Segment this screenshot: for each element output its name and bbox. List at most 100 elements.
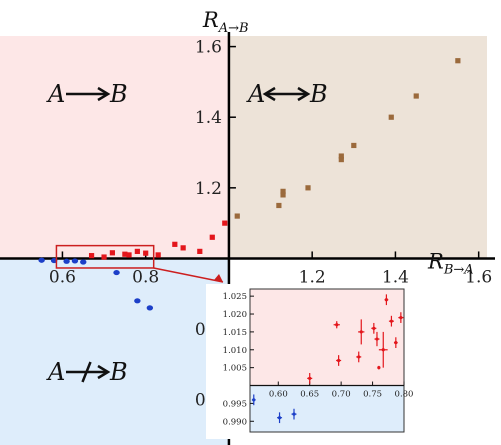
inset-x-tick-label: 0.60 bbox=[269, 390, 288, 400]
zoom-region-box bbox=[55, 244, 155, 269]
inset-x-tick-label: 0.75 bbox=[363, 390, 382, 400]
inset-data-point bbox=[307, 373, 313, 384]
data-point bbox=[413, 93, 419, 99]
inset-data-point bbox=[374, 331, 380, 347]
region-label-b: B bbox=[109, 80, 128, 108]
data-point bbox=[113, 269, 120, 276]
inset-data-point bbox=[277, 412, 283, 424]
data-point bbox=[109, 250, 115, 256]
region-label-b: B bbox=[109, 358, 128, 386]
y-axis-label: RA→B bbox=[202, 8, 249, 36]
x-axis-label-subscript: B→A bbox=[443, 262, 474, 277]
inset-data-point bbox=[371, 322, 377, 334]
inset-point-marker bbox=[337, 358, 341, 363]
y-tick-label: 1.2 bbox=[195, 179, 222, 199]
inset-point-marker bbox=[372, 326, 376, 330]
x-tick-label: 0.6 bbox=[49, 267, 76, 287]
data-point bbox=[71, 258, 79, 264]
inset-x-tick-label: 0.65 bbox=[300, 390, 319, 400]
data-point bbox=[80, 259, 87, 265]
inset-y-tick-label: 1.015 bbox=[223, 328, 247, 338]
inset-point-marker bbox=[399, 316, 403, 320]
data-point bbox=[63, 258, 70, 264]
inset-data-point bbox=[333, 321, 340, 329]
data-point bbox=[305, 185, 311, 191]
data-point bbox=[180, 245, 186, 251]
inset-data-point bbox=[378, 331, 388, 368]
inset-data-point bbox=[291, 408, 297, 420]
data-point bbox=[338, 156, 344, 163]
data-point bbox=[146, 305, 154, 311]
arrow-head-left-icon bbox=[262, 86, 276, 102]
inset-data-point bbox=[398, 312, 404, 323]
data-point bbox=[276, 202, 282, 209]
inset-data-point bbox=[377, 365, 381, 370]
inset-data-point bbox=[356, 351, 362, 363]
data-point bbox=[134, 298, 141, 304]
inset-data-point bbox=[358, 319, 365, 345]
region-background-top-right bbox=[228, 36, 487, 259]
region-label-a: A bbox=[246, 80, 265, 108]
inset-chart: 0.60 0.65 0.70 0.75 0.80 0.990 0.995 1.005 1.010… bbox=[206, 284, 413, 439]
inset-frame bbox=[249, 288, 405, 433]
region-label-b: B bbox=[309, 80, 328, 108]
y-tick-label: 1.4 bbox=[195, 108, 222, 128]
inset-x-tick-label: 0.70 bbox=[332, 390, 351, 400]
zoom-arrow-head-icon bbox=[214, 274, 223, 282]
inset-data-point bbox=[388, 315, 394, 327]
data-point bbox=[234, 213, 240, 219]
data-point bbox=[209, 234, 215, 240]
inset-data-point bbox=[384, 294, 389, 306]
inset-region-bottom bbox=[250, 385, 404, 432]
inset-y-tick-label: 1.025 bbox=[223, 292, 247, 302]
x-tick-label: 1.6 bbox=[465, 267, 492, 287]
inset-data-point bbox=[251, 394, 256, 406]
data-point bbox=[455, 58, 461, 64]
inset-point-marker bbox=[359, 330, 363, 334]
inset-y-tick-label: 0.990 bbox=[223, 417, 247, 427]
region-label-a: A bbox=[46, 358, 65, 386]
inset-point-marker bbox=[277, 416, 282, 420]
inset-data-point bbox=[393, 337, 398, 348]
data-point bbox=[172, 241, 178, 247]
inset-point-marker bbox=[375, 337, 379, 341]
inset-point-marker bbox=[335, 323, 339, 327]
region-label-a: A bbox=[46, 80, 65, 108]
inset-point-marker bbox=[389, 319, 394, 323]
region-background-bottom-left bbox=[0, 258, 229, 445]
data-point bbox=[280, 188, 286, 194]
y-tick-label: 1.6 bbox=[195, 38, 222, 58]
x-tick-label: 0.8 bbox=[132, 267, 159, 287]
data-point bbox=[88, 253, 95, 259]
arrow-head-right-icon bbox=[297, 86, 311, 102]
inset-point-marker bbox=[292, 412, 296, 416]
data-point bbox=[197, 248, 203, 254]
arrow-head-right-icon bbox=[97, 86, 111, 102]
inset-point-marker bbox=[308, 376, 312, 380]
inset-x-tick-label: 0.80 bbox=[395, 390, 414, 400]
data-point bbox=[122, 251, 128, 257]
inset-point-marker bbox=[252, 398, 256, 402]
inset-data-point bbox=[336, 355, 342, 366]
inset-point-marker bbox=[394, 341, 398, 345]
data-point bbox=[155, 252, 161, 258]
inset-point-marker bbox=[357, 355, 361, 359]
data-point bbox=[38, 257, 45, 263]
inset-point-marker bbox=[377, 366, 381, 370]
data-point bbox=[351, 142, 357, 149]
data-point bbox=[338, 153, 344, 159]
arrow-head-right-icon bbox=[97, 364, 111, 380]
inset-point-marker bbox=[381, 348, 385, 352]
arrow-slash-icon bbox=[81, 361, 92, 383]
inset-y-tick-label: 1.005 bbox=[223, 364, 247, 374]
data-point bbox=[222, 220, 228, 226]
data-point bbox=[134, 248, 140, 254]
data-point bbox=[388, 114, 394, 120]
data-point bbox=[126, 252, 132, 258]
inset-y-tick-label: 1.010 bbox=[223, 346, 247, 356]
region-background-top-left bbox=[0, 36, 229, 259]
